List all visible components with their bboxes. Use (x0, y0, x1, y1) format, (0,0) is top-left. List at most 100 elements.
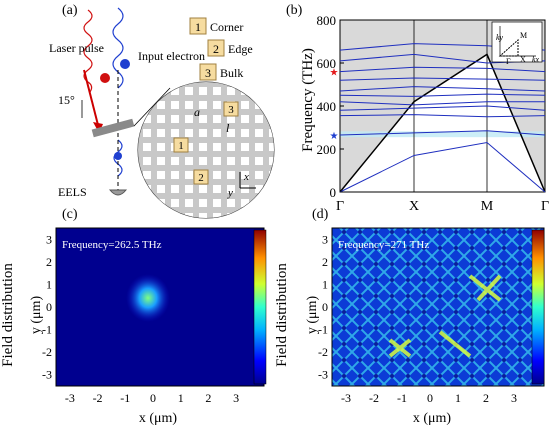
bz-inset-m: M (520, 31, 527, 40)
laser-arrow-head (93, 122, 103, 133)
field-ytick-label: -2 (318, 345, 328, 359)
band-ytick-label: 800 (317, 13, 337, 28)
band-2 (339, 130, 546, 136)
bz-inset-kx: kx (532, 55, 540, 64)
light-line (339, 53, 546, 193)
laser-dot (100, 73, 110, 83)
lattice-marker-edge-num: 2 (198, 172, 204, 184)
field-d-ylabel: y (μm) (305, 296, 320, 335)
sample-plate (91, 118, 135, 138)
legend-edge: 2 Edge (207, 39, 253, 57)
field-c-annotation: Frequency=262.5 THz (62, 239, 162, 251)
panel-a-label: (a) (62, 3, 78, 18)
field-ytick-label: 3 (46, 232, 52, 246)
electron-wave (112, 7, 124, 89)
field-c-colorbar-label: Field distribution (0, 263, 16, 367)
legend-bulk: 3 Bulk (199, 63, 243, 81)
lattice-marker-bulk (223, 101, 239, 117)
field-xtick-label: 1 (455, 391, 461, 405)
field-ytick-label: -1 (318, 323, 328, 337)
legend-corner-label: Corner (210, 20, 243, 34)
field-c-ylabel: y (μm) (29, 296, 44, 335)
band-9 (339, 66, 546, 73)
laser-arrow (83, 69, 99, 126)
band-xtick-label: Γ (336, 199, 344, 214)
electron-dot (120, 59, 130, 69)
field-c-xlabel: x (μm) (139, 411, 178, 426)
field-ytick-label: 1 (46, 277, 52, 291)
band-xtick-label: M (481, 199, 494, 214)
panel-c: (c) Field distribution y (μm) Frequency=… (0, 207, 267, 426)
panel-d: (d) Field distribution y (μm) Frequency=… (274, 207, 545, 426)
band-gap-highlight (340, 131, 545, 138)
band-xtick-label: Γ (541, 199, 549, 214)
legend-corner: 1 Corner (189, 17, 243, 35)
field-ytick-label: -1 (42, 323, 52, 337)
field-xtick-label: 0 (427, 391, 433, 405)
eels-detector (108, 189, 128, 196)
field-xtick-label: -2 (369, 391, 379, 405)
bz-inset-x: X (520, 55, 526, 64)
field-ytick-label: 0 (46, 300, 52, 314)
lattice-pattern (138, 82, 274, 218)
band-6 (339, 93, 546, 97)
field-xtick-label: 3 (233, 391, 239, 405)
laser-pulse-label: Laser pulse (49, 41, 104, 55)
lattice-marker-corner (173, 137, 189, 153)
field-ytick-label: 2 (46, 255, 52, 269)
field-d-xlabel: x (μm) (413, 411, 452, 426)
field-xtick-label: -3 (65, 391, 75, 405)
band-ylabel: Frequency (THz) (300, 48, 316, 152)
output-electron-dot (114, 152, 122, 160)
band-5 (339, 101, 545, 106)
bz-inset-gamma: Γ (506, 57, 511, 66)
legend-bulk-label: Bulk (220, 66, 243, 80)
field-d-edge-mode (388, 274, 502, 358)
legend-edge-num: 2 (213, 42, 219, 56)
lattice-marker-bulk-num: 3 (228, 104, 234, 116)
panel-b-label: (b) (286, 3, 303, 18)
field-ytick-label: -2 (42, 345, 52, 359)
band-3 (339, 114, 546, 118)
field-c-colorbar (253, 229, 267, 385)
electron-wave-lower (113, 139, 123, 177)
axis-y-label: y (227, 187, 233, 199)
band-marker-star-1: ★ (330, 131, 339, 142)
panel-d-label: (d) (312, 207, 329, 222)
band-8 (339, 77, 546, 81)
field-c-hotspot (126, 274, 170, 322)
field-xtick-label: 0 (150, 391, 156, 405)
field-d-colorbar (531, 229, 545, 385)
band-marker-star-0: ★ (330, 68, 339, 79)
panel-c-label: (c) (62, 207, 78, 222)
field-ytick-label: -3 (318, 368, 328, 382)
band-7 (339, 86, 546, 92)
bz-inset-ky: ky (496, 33, 504, 42)
field-xtick-label: 2 (205, 391, 211, 405)
field-ytick-label: -3 (42, 368, 52, 382)
field-d-annotation: Frequency=271 THz (338, 239, 429, 251)
field-d-colorbar-label: Field distribution (274, 263, 290, 367)
field-xtick-label: 2 (483, 391, 489, 405)
panel-a: (a) Laser pulse Input electron 15° EELS … (49, 3, 275, 219)
band-4 (339, 105, 546, 111)
field-ytick-label: 2 (322, 255, 328, 269)
band-ytick-label: 200 (317, 142, 337, 157)
bz-inset: ky kx Γ X M (491, 21, 543, 66)
field-xtick-label: -2 (93, 391, 103, 405)
axis-x-label: x (243, 171, 249, 183)
field-c-ticks: -3 -3 -2 -2 -1 -1 0 0 1 1 2 2 3 3 (42, 232, 239, 405)
field-d-ticks: -3 -3 -2 -2 -1 -1 0 0 1 1 2 2 3 3 (318, 232, 517, 405)
field-xtick-label: -1 (120, 391, 130, 405)
angle-label: 15° (58, 93, 75, 107)
band-ytick-label: 0 (330, 185, 337, 200)
field-xtick-label: -1 (397, 391, 407, 405)
bz-inset-path (498, 38, 519, 57)
lattice-marker-edge (193, 169, 209, 185)
band-ytick-label: 600 (317, 56, 337, 71)
lattice-a-label: a (194, 105, 200, 119)
field-ytick-label: 3 (322, 232, 328, 246)
